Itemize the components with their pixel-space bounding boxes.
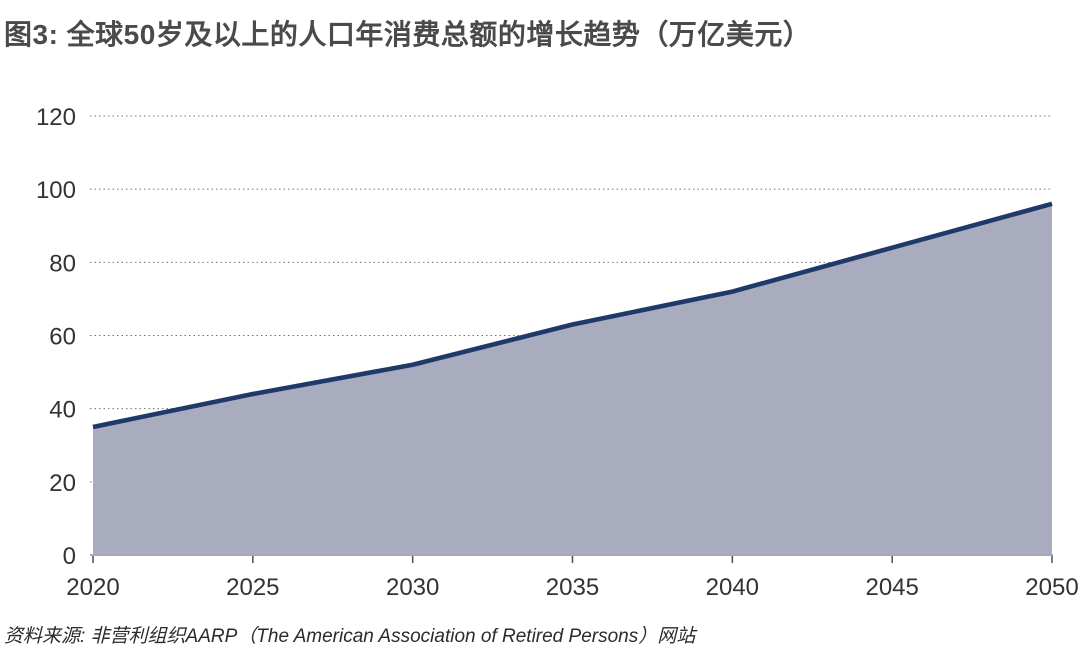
trend-line	[92, 201, 1053, 430]
x-axis-label: 2040	[706, 574, 759, 601]
y-axis-label: 0	[63, 543, 76, 570]
x-axis-label: 2020	[66, 574, 119, 601]
y-axis-label: 80	[49, 250, 76, 277]
y-axis-label: 20	[49, 470, 76, 497]
x-axis-label: 2045	[865, 574, 918, 601]
y-axis-label: 60	[49, 324, 76, 351]
x-axis-label: 2030	[386, 574, 439, 601]
y-axis-label: 40	[49, 397, 76, 424]
chart-title: 图3: 全球50岁及以上的人口年消费总额的增长趋势（万亿美元）	[4, 19, 812, 50]
area-fill	[93, 203, 1052, 556]
y-axis-label: 100	[36, 177, 76, 204]
x-axis-label: 2025	[226, 574, 279, 601]
y-axis-label: 120	[36, 104, 76, 131]
x-axis-label: 2050	[1025, 574, 1078, 601]
source-note: 资料来源: 非营利组织AARP（The American Association…	[4, 626, 696, 647]
x-axis-label: 2035	[546, 574, 599, 601]
